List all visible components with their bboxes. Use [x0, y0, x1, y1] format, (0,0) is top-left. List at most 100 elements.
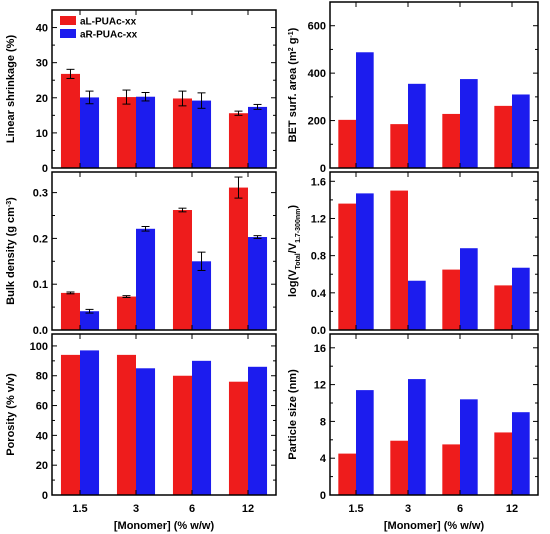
- bar-al-1.5: [60, 354, 80, 495]
- y-tick-label: 0.8: [311, 251, 326, 263]
- bar-al-3: [390, 190, 408, 330]
- y-tick-label: 0.4: [311, 288, 327, 300]
- y-tick-label: 0.0: [311, 325, 326, 337]
- bar-al-12: [494, 105, 512, 168]
- bar-ar-3: [408, 379, 426, 495]
- bar-ar-6: [192, 261, 212, 330]
- bar-ar-12: [512, 412, 530, 495]
- y-axis-label: log(VTotal/V1.7-300nm): [287, 205, 302, 297]
- y-tick-label: 20: [36, 93, 48, 105]
- y-tick-label: 1.6: [311, 176, 326, 188]
- legend-swatch: [60, 29, 76, 38]
- y-tick-label: 0.3: [33, 188, 48, 200]
- x-axis-label: [Monomer] (% w/w): [114, 520, 215, 532]
- bar-al-6: [442, 269, 460, 330]
- bar-ar-12: [248, 366, 268, 495]
- bar-ar-12: [248, 106, 268, 168]
- x-tick-label: 1.5: [348, 503, 363, 515]
- bar-ar-12: [248, 237, 268, 330]
- bar-ar-1.5: [80, 350, 100, 495]
- bar-al-3: [390, 440, 408, 495]
- x-tick-label: 6: [457, 503, 463, 515]
- y-tick-label: 0.0: [33, 325, 48, 337]
- bar-al-12: [228, 381, 248, 495]
- bar-ar-12: [512, 94, 530, 168]
- y-tick-label: 600: [308, 21, 326, 33]
- bar-ar-1.5: [356, 193, 374, 330]
- x-tick-label: 3: [133, 503, 139, 515]
- y-tick-label: 16: [314, 343, 326, 355]
- x-tick-label: 12: [242, 503, 254, 515]
- panel-frame: [51, 333, 277, 496]
- y-axis-label: Particle size (nm): [287, 369, 299, 460]
- bar-ar-6: [460, 248, 478, 330]
- y-tick-label: 20: [36, 460, 48, 472]
- bar-al-6: [172, 98, 192, 168]
- bar-al-12: [228, 187, 248, 330]
- y-tick-label: 0: [42, 490, 48, 502]
- bar-al-3: [116, 97, 136, 168]
- bar-al-6: [442, 113, 460, 168]
- y-tick-label: 100: [30, 341, 48, 353]
- y-tick-label: 200: [308, 116, 326, 128]
- y-tick-label: 4: [320, 453, 327, 465]
- y-tick-label: 80: [36, 371, 48, 383]
- bar-ar-1.5: [80, 311, 100, 330]
- panel-frame: [51, 171, 277, 331]
- y-tick-label: 30: [36, 58, 48, 70]
- panel-frame: [51, 9, 277, 169]
- bar-al-6: [172, 375, 192, 495]
- bar-al-3: [390, 124, 408, 168]
- y-tick-label: 1.2: [311, 213, 326, 225]
- y-tick-label: 0.2: [33, 233, 48, 245]
- bar-al-1.5: [338, 453, 356, 495]
- x-axis-label: [Monomer] (% w/w): [384, 520, 485, 532]
- bar-al-3: [116, 296, 136, 330]
- y-tick-label: 12: [314, 380, 326, 392]
- bar-ar-3: [408, 83, 426, 168]
- bar-ar-1.5: [356, 52, 374, 168]
- y-tick-label: 40: [36, 23, 48, 35]
- panel-porosity: 0 20 40 60 80 100 1.5 3 6 12 Porosity (% v/v) [Mono…: [5, 333, 277, 532]
- panel-particle-size: 0 4 8 12 16 1.5 3 6 12 Particle size (nm) [Monomer…: [287, 333, 539, 532]
- panel-frame: [329, 1, 539, 169]
- legend-swatch: [60, 16, 76, 25]
- legend-label: aL-PUAc-xx: [80, 17, 137, 28]
- x-tick-label: 3: [405, 503, 411, 515]
- y-tick-label: 0: [42, 163, 48, 175]
- panel-frame: [329, 333, 539, 496]
- bar-al-6: [172, 210, 192, 330]
- bar-ar-1.5: [80, 97, 100, 168]
- bar-ar-6: [192, 360, 212, 495]
- y-axis-label: Porosity (% v/v): [5, 373, 17, 456]
- bar-al-1.5: [338, 119, 356, 168]
- y-tick-label: 0.1: [33, 279, 48, 291]
- y-tick-label: 40: [36, 430, 48, 442]
- bar-al-3: [116, 354, 136, 495]
- bar-ar-3: [136, 96, 156, 168]
- bar-al-1.5: [60, 292, 80, 330]
- y-tick-label: 0: [320, 490, 326, 502]
- bar-ar-6: [460, 79, 478, 168]
- y-axis-label: Bulk density (g cm-3): [5, 197, 17, 305]
- bar-ar-6: [460, 399, 478, 495]
- panel-log-volume-ratio: 0.0 0.4 0.8 1.2 1.6 log(VTotal/V1.7-300nm): [287, 171, 539, 337]
- y-tick-label: 8: [320, 416, 326, 428]
- y-axis-label: Linear shrinkage (%): [5, 35, 17, 144]
- bar-ar-1.5: [356, 390, 374, 495]
- panel-bulk-density: 0.0 0.1 0.2 0.3 Bulk density (g cm-3): [5, 171, 277, 337]
- bar-ar-6: [192, 100, 212, 168]
- bar-ar-3: [136, 368, 156, 495]
- y-tick-label: 60: [36, 401, 48, 413]
- x-tick-label: 12: [506, 503, 518, 515]
- y-tick-label: 10: [36, 128, 48, 140]
- x-tick-label: 1.5: [72, 503, 87, 515]
- panel-bet-surface-area: 0 200 400 600 BET surf. area (m2 g-1): [287, 1, 539, 175]
- bar-al-12: [494, 432, 512, 495]
- bar-ar-12: [512, 267, 530, 330]
- panel-frame: [329, 171, 539, 331]
- y-tick-label: 0: [320, 163, 326, 175]
- bar-ar-3: [408, 280, 426, 330]
- bar-al-12: [228, 113, 248, 168]
